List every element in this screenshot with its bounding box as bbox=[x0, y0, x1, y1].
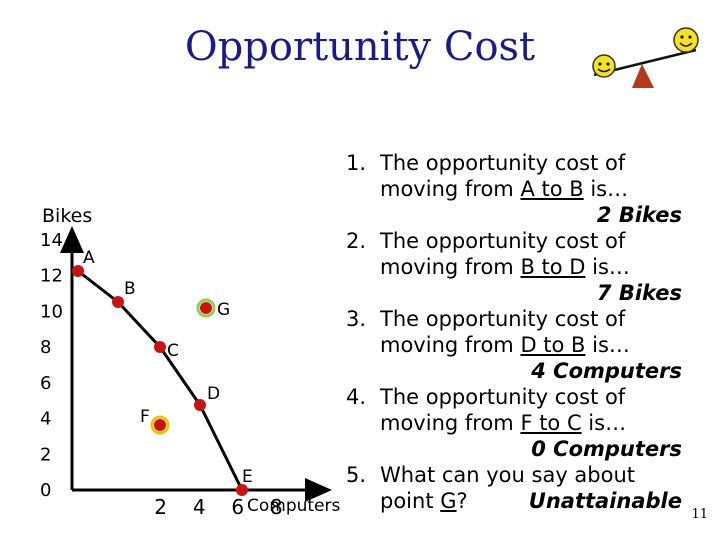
point-f bbox=[154, 419, 166, 431]
question-list: 1. The opportunity cost of moving from A t… bbox=[336, 150, 686, 514]
question-item: 5. What can you say about point G? Unattain… bbox=[336, 462, 686, 514]
point-ring bbox=[196, 298, 216, 318]
x-tick-label: 2 bbox=[154, 495, 167, 519]
question-text: The opportunity cost of bbox=[380, 307, 626, 331]
question-post: is… bbox=[583, 177, 629, 201]
y-axis-label: Bikes bbox=[42, 205, 92, 227]
y-tick-label: 12 bbox=[40, 266, 63, 287]
point-c bbox=[154, 341, 166, 353]
question-text: What can you say about bbox=[380, 463, 636, 487]
question-move: A to B bbox=[520, 177, 584, 201]
y-tick-label: 10 bbox=[40, 301, 63, 322]
x-axis-label: Computers bbox=[247, 496, 341, 516]
question-item: 3. The opportunity cost of moving from D t… bbox=[336, 306, 686, 384]
question-move: F to C bbox=[520, 411, 582, 435]
seesaw-smiley-icon bbox=[592, 27, 699, 88]
point-e bbox=[236, 484, 248, 496]
question-text-2: moving from B to D is… bbox=[380, 254, 686, 280]
question-pre: moving from bbox=[380, 177, 521, 201]
question-number: 3. bbox=[345, 307, 366, 331]
x-tick-label: 4 bbox=[193, 495, 206, 519]
x-tick-label: 6 bbox=[231, 495, 244, 519]
question-text-2: moving from D to B is… bbox=[380, 332, 686, 358]
question-post: is… bbox=[581, 411, 627, 435]
slide-number: 11 bbox=[691, 507, 708, 522]
question-post: ? bbox=[456, 489, 468, 513]
question-text: The opportunity cost of bbox=[380, 229, 626, 253]
question-move: B to D bbox=[520, 255, 586, 279]
y-tick-label: 4 bbox=[40, 409, 51, 430]
production-possibilities-chart: Bikes 0 2 4 6 8 10 12 14 2 4 6 8 A B C D E F G Computers bbox=[40, 205, 341, 519]
answer-text: 0 Computers bbox=[531, 437, 682, 461]
question-number: 5. bbox=[345, 463, 366, 487]
question-pre: moving from bbox=[380, 333, 521, 357]
question-text: The opportunity cost of bbox=[380, 385, 626, 409]
question-pre: moving from bbox=[380, 411, 521, 435]
question-number: 4. bbox=[345, 385, 366, 409]
question-move: D to B bbox=[520, 333, 586, 357]
question-text-2: moving from F to C is… bbox=[380, 410, 686, 436]
point-label-a: A bbox=[83, 248, 95, 268]
question-pre: point bbox=[380, 489, 441, 513]
question-move: G bbox=[440, 489, 457, 513]
point-b bbox=[112, 296, 124, 308]
question-pre: moving from bbox=[380, 255, 521, 279]
point-label-d: D bbox=[207, 384, 220, 404]
point-d bbox=[194, 399, 206, 411]
question-text: The opportunity cost of bbox=[380, 151, 626, 175]
question-post: is… bbox=[585, 255, 630, 279]
y-tick-label: 14 bbox=[40, 230, 63, 251]
y-tick-label: 8 bbox=[40, 337, 51, 358]
point-label-f: F bbox=[140, 407, 150, 427]
question-item: 2. The opportunity cost of moving from B t… bbox=[336, 228, 686, 306]
question-number: 1. bbox=[345, 151, 366, 175]
question-text-2: point G? Unattainable bbox=[380, 488, 686, 514]
question-text-2: moving from A to B is… bbox=[380, 176, 686, 202]
question-number: 2. bbox=[345, 229, 366, 253]
point-label-g: G bbox=[217, 300, 230, 320]
point-label-b: B bbox=[124, 279, 136, 299]
y-tick-label: 0 bbox=[40, 480, 51, 501]
answer-text: 2 Bikes bbox=[596, 203, 682, 227]
y-tick-label: 2 bbox=[40, 444, 51, 465]
point-a bbox=[72, 265, 84, 277]
answer-text: 4 Computers bbox=[531, 359, 682, 383]
x-tick-label: 8 bbox=[270, 495, 283, 519]
point-g bbox=[200, 302, 212, 314]
point-label-e: E bbox=[242, 467, 253, 487]
y-tick-label: 6 bbox=[40, 373, 51, 394]
answer-text: Unattainable bbox=[528, 489, 682, 513]
question-item: 1. The opportunity cost of moving from A t… bbox=[336, 150, 686, 228]
question-item: 4. The opportunity cost of moving from F t… bbox=[336, 384, 686, 462]
question-post: is… bbox=[585, 333, 630, 357]
point-label-c: C bbox=[167, 341, 179, 361]
slide-title: Opportunity Cost bbox=[184, 24, 536, 70]
point-ring bbox=[150, 415, 170, 435]
answer-text: 7 Bikes bbox=[596, 281, 682, 305]
